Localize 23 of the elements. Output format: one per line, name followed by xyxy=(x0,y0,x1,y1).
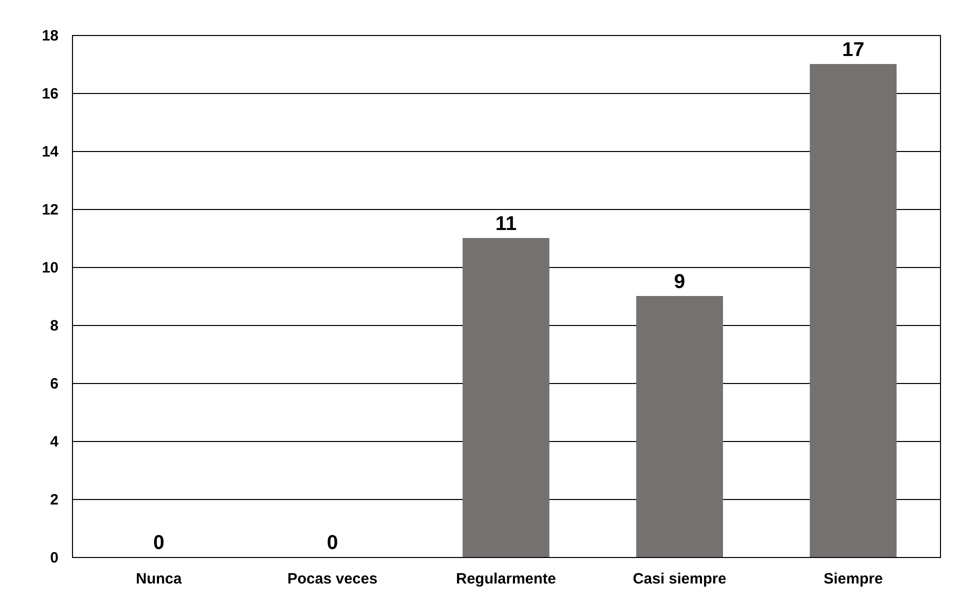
x-tick-label: Casi siempre xyxy=(632,570,726,588)
x-tick-label: Pocas veces xyxy=(287,570,378,588)
y-tick-label: 2 xyxy=(50,492,58,508)
x-tick-label: Nunca xyxy=(136,570,182,588)
y-tick-label: 14 xyxy=(42,144,60,160)
bar xyxy=(636,296,723,557)
y-tick-label: 16 xyxy=(42,86,58,102)
y-tick-label: 6 xyxy=(50,376,58,392)
y-tick-label: 12 xyxy=(42,202,58,218)
bar xyxy=(810,64,897,557)
y-tick-label: 8 xyxy=(50,318,58,334)
data-label: 11 xyxy=(495,213,517,235)
data-label: 0 xyxy=(326,532,338,554)
x-tick-label: Siempre xyxy=(824,570,883,588)
bar xyxy=(462,238,550,557)
data-label: 0 xyxy=(153,532,164,554)
data-label: 17 xyxy=(842,39,864,61)
data-label: 9 xyxy=(674,271,686,293)
y-tick-label: 18 xyxy=(42,28,58,44)
y-tick-label: 0 xyxy=(50,550,58,566)
y-tick-label: 10 xyxy=(42,260,58,276)
y-tick-label: 4 xyxy=(50,434,60,450)
x-tick-label: Regularmente xyxy=(456,570,556,588)
